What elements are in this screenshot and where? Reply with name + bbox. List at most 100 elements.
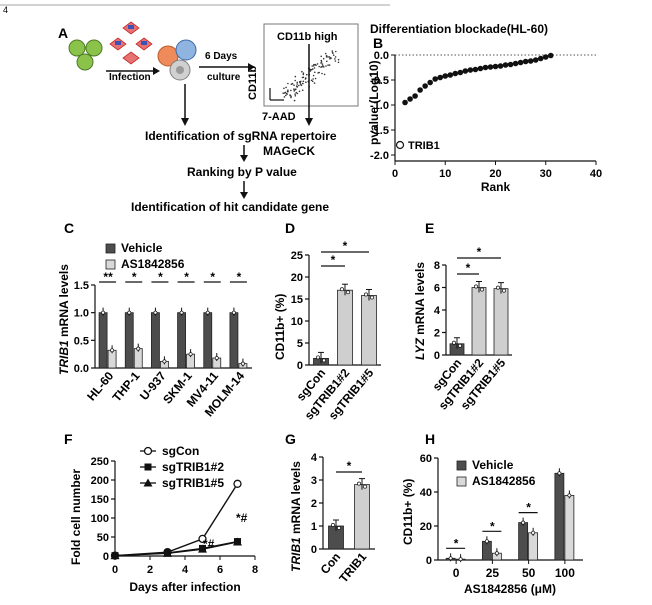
- data-point: [507, 61, 514, 68]
- x-tick-label: 2: [147, 564, 153, 576]
- flow-event-dot: [318, 65, 321, 68]
- significance-mark: *: [347, 459, 352, 473]
- cd11b-high-gate-label: CD11b high: [277, 31, 338, 43]
- highlight-point: [395, 140, 405, 150]
- flow-event-dot: [325, 56, 328, 58]
- flow-event-dot: [282, 92, 285, 94]
- data-point: [417, 87, 423, 93]
- flow-cytometry-plot: CD11b high CD11b 7-AAD: [247, 23, 359, 123]
- replicate-point: [331, 523, 335, 527]
- data-point: [447, 72, 454, 78]
- x-axis-label: AS1842856 (μM): [464, 582, 556, 596]
- flow-event-dot: [320, 61, 323, 63]
- data-point: [143, 478, 153, 487]
- panel-label-e: E: [425, 220, 434, 236]
- flow-x-axis-label: 7-AAD: [262, 111, 296, 123]
- data-point: [537, 55, 544, 62]
- replicate-point: [458, 557, 463, 562]
- workflow-step-1: Identification of sgRNA repertoire: [145, 129, 337, 143]
- x-tick-label: 10: [439, 168, 451, 180]
- y-tick-label: 1.5: [74, 280, 89, 292]
- flow-event-dot: [327, 56, 329, 58]
- bar: [177, 312, 186, 369]
- page-number: 4: [3, 5, 8, 15]
- replicate-point: [480, 287, 484, 292]
- bar: [98, 312, 108, 369]
- data-point: [233, 537, 242, 546]
- replicate-point: [452, 340, 456, 345]
- y-tick-label: 8: [434, 260, 440, 272]
- x-tick-label: 8: [252, 564, 258, 576]
- x-tick-label: 40: [590, 168, 602, 180]
- flow-event-dot: [311, 68, 314, 70]
- panel-label-d: D: [285, 220, 295, 236]
- replicate-point: [364, 292, 368, 297]
- y-tick-label: 2: [311, 498, 317, 510]
- x-tick-label: TRIB1: [336, 550, 369, 586]
- y-tick-label: 250: [91, 456, 109, 468]
- x-tick-label: 100: [555, 566, 575, 580]
- flow-event-dot: [316, 63, 319, 65]
- replicate-point: [370, 295, 374, 300]
- flow-event-dot: [294, 75, 297, 78]
- data-point: [442, 73, 449, 79]
- flow-event-dot: [325, 54, 328, 57]
- replicate-point: [496, 285, 500, 290]
- flow-event-dot: [300, 80, 302, 83]
- flow-event-dot: [310, 79, 313, 82]
- significance-mark: *#: [203, 537, 215, 551]
- panel-a: A Infection 6 Days culture: [58, 21, 359, 214]
- data-point: [542, 54, 549, 60]
- replicate-point: [363, 484, 367, 489]
- significance-mark: *: [490, 519, 495, 533]
- panel-label-b: B: [373, 35, 383, 51]
- data-point: [110, 551, 120, 560]
- replicate-point: [136, 346, 141, 351]
- lentivirus-icon: [109, 21, 153, 65]
- flow-event-dot: [327, 64, 329, 66]
- replicate-point: [484, 539, 489, 544]
- significance-mark: *: [237, 270, 242, 284]
- data-point: [233, 479, 242, 488]
- data-point: [198, 544, 207, 553]
- flow-event-dot: [322, 57, 325, 60]
- flow-event-dot: [323, 66, 325, 68]
- flow-event-dot: [312, 65, 315, 67]
- flow-event-dot: [293, 90, 296, 92]
- flow-event-dot: [321, 63, 324, 65]
- flow-event-dot: [332, 54, 335, 56]
- flow-event-dot: [313, 67, 316, 69]
- flow-event-dot: [302, 80, 305, 83]
- significance-mark: *: [158, 270, 163, 284]
- y-tick-label: 100: [91, 513, 109, 525]
- data-point: [432, 76, 439, 82]
- significance-mark: *: [210, 270, 215, 284]
- y-tick-label: 40: [420, 487, 432, 499]
- flow-event-dot: [299, 81, 302, 84]
- flow-event-dot: [294, 95, 297, 97]
- y-tick-label: 20: [291, 272, 303, 284]
- replicate-point: [357, 481, 361, 486]
- data-point: [522, 58, 529, 65]
- bar: [471, 287, 487, 356]
- flow-event-dot: [311, 80, 314, 83]
- legend-entry: AS1842856: [121, 257, 185, 271]
- flow-event-dot: [309, 68, 312, 71]
- data-point: [452, 70, 459, 77]
- flow-event-dot: [314, 77, 317, 80]
- y-tick-label: -0.5: [370, 75, 389, 87]
- flow-event-dot: [294, 79, 297, 82]
- y-tick-label: 0.5: [74, 335, 89, 347]
- panel-label-c: C: [64, 220, 74, 236]
- y-axis-label: LYZ mRNA levels: [413, 262, 427, 360]
- significance-mark: *: [526, 501, 531, 515]
- replicate-point: [188, 352, 193, 357]
- y-tick-label: -1.5: [370, 125, 389, 137]
- data-point: [407, 96, 413, 102]
- x-tick-label: 20: [489, 168, 501, 180]
- bar: [361, 295, 377, 366]
- x-axis-label: Days after infection: [129, 580, 240, 594]
